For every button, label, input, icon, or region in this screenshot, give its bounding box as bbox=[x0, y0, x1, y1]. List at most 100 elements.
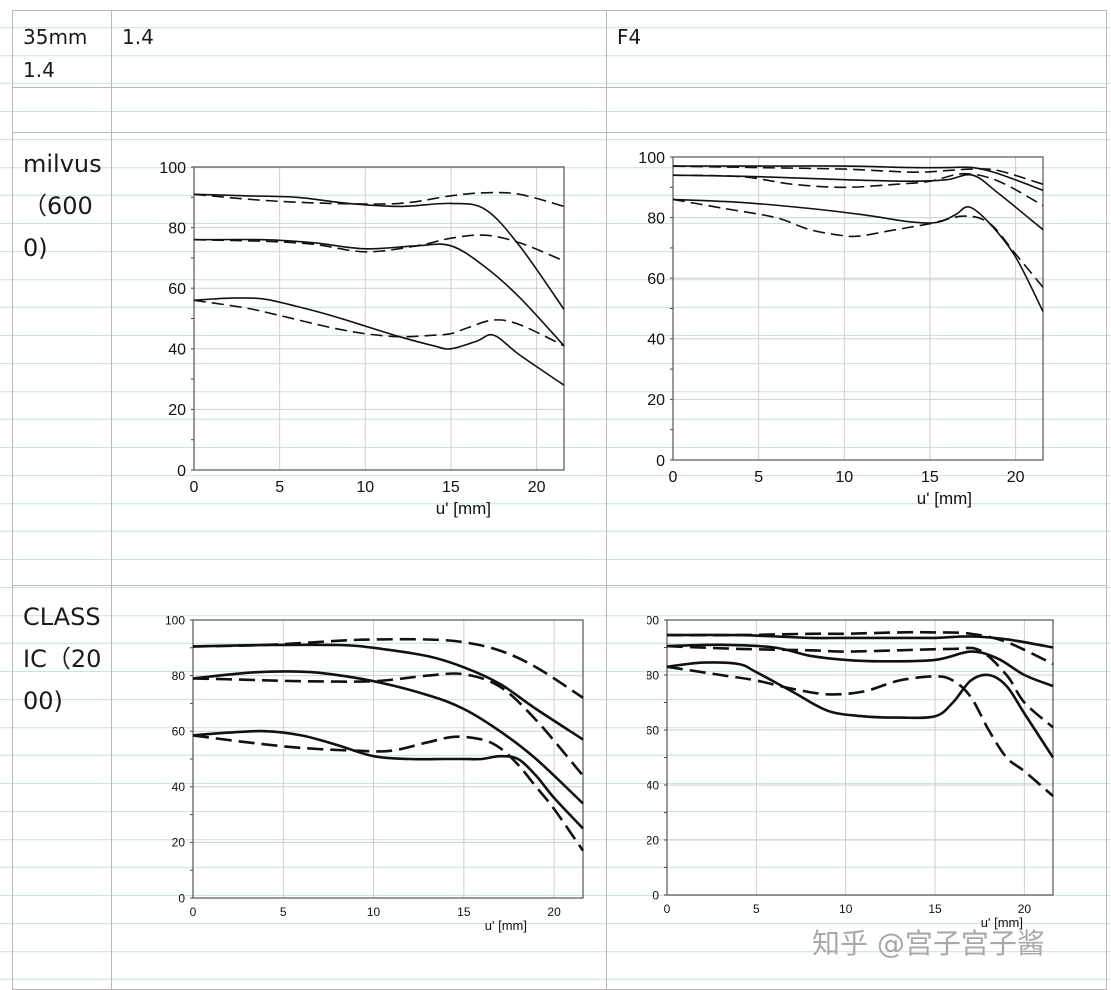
x-tick-label: 5 bbox=[753, 902, 760, 916]
y-tick-label: 60 bbox=[647, 723, 659, 737]
series-line-solid-high bbox=[193, 193, 565, 310]
x-tick-label: 20 bbox=[547, 905, 561, 919]
y-tick-label: 20 bbox=[168, 402, 186, 419]
x-tick-label: 15 bbox=[442, 479, 460, 496]
plot-frame bbox=[193, 166, 565, 471]
y-tick-label: 40 bbox=[647, 778, 659, 792]
chart-cell-classic-1-4: 0 20 40 60 80 100 0 5 10 15 20 u' [mm] bbox=[111, 585, 607, 990]
x-tick-label: 15 bbox=[928, 902, 942, 916]
series-line-solid-high bbox=[673, 165, 1044, 192]
series-line-solid-low bbox=[672, 198, 1044, 312]
series-line-dashed-high bbox=[193, 191, 565, 208]
row-label-classic: CLASSIC（2000) bbox=[23, 603, 102, 715]
plot-frame bbox=[192, 619, 584, 899]
classic-label-cell: CLASSIC（2000) bbox=[12, 585, 112, 990]
x-axis-label: u' [mm] bbox=[917, 489, 972, 508]
milvus-label-cell: milvus（6000) bbox=[12, 132, 112, 586]
x-tick-label: 0 bbox=[190, 905, 197, 919]
x-axis-label: u' [mm] bbox=[981, 915, 1023, 930]
series-line-solid-low bbox=[666, 661, 1055, 759]
y-tick-label: 40 bbox=[168, 342, 186, 359]
y-tick-label: 0 bbox=[178, 891, 185, 905]
x-tick-label: 5 bbox=[754, 469, 763, 486]
y-tick-label: 20 bbox=[647, 392, 665, 409]
series-line-solid-low bbox=[192, 729, 584, 830]
aperture-label-2: F4 bbox=[617, 25, 642, 49]
chart-cell-milvus-f4: 0 20 40 60 80 100 0 5 10 15 20 u' [mm] bbox=[606, 132, 1107, 586]
x-tick-label: 5 bbox=[280, 905, 287, 919]
x-tick-label: 10 bbox=[367, 905, 381, 919]
y-tick-label: 40 bbox=[647, 332, 665, 349]
series-line-dashed-mid bbox=[193, 234, 565, 262]
x-tick-label: 10 bbox=[835, 469, 853, 486]
spacer-cell bbox=[111, 87, 607, 133]
x-axis-label: u' [mm] bbox=[436, 499, 491, 518]
x-tick-label: 10 bbox=[356, 479, 374, 496]
x-tick-label: 20 bbox=[1018, 902, 1032, 916]
x-tick-label: 15 bbox=[921, 469, 939, 486]
series-line-dashed-high bbox=[192, 637, 584, 699]
chart-cell-milvus-1-4: 0 20 40 60 80 100 0 5 10 15 20 u' [mm] bbox=[111, 132, 607, 586]
y-tick-label: 60 bbox=[172, 725, 186, 739]
x-tick-label: 10 bbox=[839, 902, 853, 916]
spacer-cell bbox=[12, 87, 112, 133]
series-line-solid-mid bbox=[672, 173, 1044, 231]
classic-row: CLASSIC（2000) 0 20 40 60 80 100 0 5 10 15 20 u' [mm… bbox=[12, 585, 1107, 990]
series-line-dashed-low bbox=[672, 198, 1044, 288]
y-tick-label: 0 bbox=[177, 463, 186, 480]
spacer-row bbox=[12, 87, 1107, 133]
y-tick-label: 20 bbox=[647, 833, 659, 847]
comparison-table: 35mm 1.4 1.4 F4 milvus（6000) 0 20 40 60 80 10… bbox=[12, 10, 1107, 990]
series-line-dashed-high bbox=[666, 630, 1054, 666]
milvus-row: milvus（6000) 0 20 40 60 80 100 0 5 10 15 20 u' [mm]… bbox=[12, 132, 1107, 586]
series-line-solid-high bbox=[192, 643, 584, 741]
mtf-chart-milvus-f4: 0 20 40 60 80 100 0 5 10 15 20 u' [mm] bbox=[638, 150, 1044, 508]
y-tick-label: 0 bbox=[652, 888, 659, 902]
header-col2-cell: F4 bbox=[606, 10, 1107, 88]
x-tick-label: 0 bbox=[669, 469, 678, 486]
watermark-text: 知乎 @宫子宫子酱 bbox=[812, 927, 1045, 960]
mtf-chart-classic-1-4: 0 20 40 60 80 100 0 5 10 15 20 u' [mm] bbox=[165, 613, 585, 933]
x-tick-label: 5 bbox=[275, 479, 284, 496]
series-line-dashed-mid bbox=[672, 172, 1044, 207]
x-tick-label: 20 bbox=[528, 479, 546, 496]
row-label-milvus: milvus（6000) bbox=[23, 150, 102, 262]
mtf-chart-milvus-1-4: 0 20 40 60 80 100 0 5 10 15 20 u' [mm] bbox=[159, 160, 565, 518]
y-tick-label: 80 bbox=[168, 220, 186, 237]
series-line-solid-low bbox=[193, 297, 565, 386]
x-axis-label: u' [mm] bbox=[485, 918, 527, 933]
aperture-label-1: 1.4 bbox=[122, 25, 154, 49]
x-tick-label: 0 bbox=[664, 902, 671, 916]
x-tick-label: 20 bbox=[1007, 469, 1025, 486]
series-line-dashed-low bbox=[193, 299, 565, 347]
y-tick-label: 100 bbox=[165, 613, 185, 627]
y-tick-label: 60 bbox=[647, 271, 665, 288]
series-line-dashed-high bbox=[672, 165, 1044, 186]
y-tick-label: 100 bbox=[159, 160, 186, 177]
x-tick-label: 15 bbox=[457, 905, 471, 919]
series-line-dashed-low bbox=[192, 734, 585, 852]
header-row: 35mm 1.4 1.4 F4 bbox=[12, 10, 1107, 88]
header-col1-cell: 1.4 bbox=[111, 10, 607, 88]
y-tick-label: 80 bbox=[172, 669, 186, 683]
series-line-dashed-low bbox=[666, 665, 1054, 797]
y-tick-label: 80 bbox=[647, 668, 659, 682]
plot-frame bbox=[672, 156, 1044, 461]
x-tick-label: 0 bbox=[190, 479, 199, 496]
header-lens-cell: 35mm 1.4 bbox=[12, 10, 112, 88]
y-tick-label: 60 bbox=[168, 281, 186, 298]
lens-label: 35mm 1.4 bbox=[23, 25, 88, 82]
y-tick-label: 0 bbox=[656, 453, 665, 470]
series-line-dashed-mid bbox=[666, 644, 1054, 729]
series-line-solid-mid bbox=[192, 670, 584, 805]
spacer-cell bbox=[606, 87, 1107, 133]
y-tick-label: 40 bbox=[172, 780, 186, 794]
y-tick-label: 100 bbox=[647, 614, 659, 627]
y-tick-label: 100 bbox=[638, 150, 665, 167]
y-tick-label: 80 bbox=[647, 210, 665, 227]
series-line-dashed-mid bbox=[192, 672, 584, 777]
series-line-solid-mid bbox=[666, 643, 1054, 688]
y-tick-label: 20 bbox=[172, 836, 186, 850]
